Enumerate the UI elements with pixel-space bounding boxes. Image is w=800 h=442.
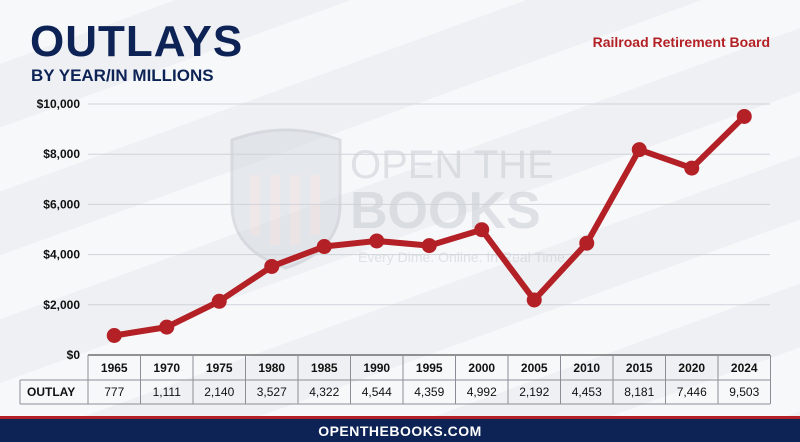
table-cell-value: 777 (104, 385, 124, 399)
x-tick-label: 1995 (416, 361, 443, 375)
y-tick-label: $4,000 (43, 248, 80, 262)
data-table: OUTLAY 1965 777 1970 1,111 1975 2,140 1980 3,527… (19, 355, 771, 405)
table-cell-value: 4,544 (362, 385, 392, 399)
watermark-tagline: Every Dime. Online. In Real Time. (358, 249, 569, 265)
table-cell-value: 4,322 (309, 385, 339, 399)
table-cell-value: 4,359 (414, 385, 444, 399)
y-tick-label: $2,000 (43, 298, 80, 312)
x-tick-label: 2024 (731, 361, 758, 375)
agency-name: Railroad Retirement Board (592, 34, 770, 50)
watermark: OPEN THE BOOKS Every Dime. Online. In Re… (230, 128, 569, 270)
table-cell-value: 1,111 (153, 385, 182, 399)
table-cell-value: 4,992 (467, 385, 497, 399)
chart-subtitle: BY YEAR/IN MILLIONS (31, 66, 214, 85)
y-axis: $0 $2,000 $4,000 $6,000 $8,000 $10,000 (37, 97, 81, 362)
x-tick-label: 2020 (678, 361, 705, 375)
table-cell-value: 8,181 (624, 385, 654, 399)
data-point (474, 222, 490, 238)
shield-stripe (270, 175, 280, 245)
series-outlays (106, 108, 752, 343)
table-cell-value: 2,140 (204, 385, 234, 399)
data-point (159, 319, 175, 335)
data-point (316, 239, 332, 255)
shield-stripe (290, 175, 300, 245)
table-cell-value: 3,527 (257, 385, 287, 399)
shield-stripe (250, 175, 260, 235)
x-tick-label: 1990 (363, 361, 390, 375)
y-tick-label: $0 (67, 348, 81, 362)
gridlines (88, 103, 770, 356)
footer-site-link[interactable]: OPENTHEBOOKS.COM (318, 422, 482, 439)
x-tick-label: 2015 (626, 361, 653, 375)
x-tick-label: 2000 (468, 361, 495, 375)
x-tick-label: 1980 (258, 361, 285, 375)
shield-stripe (310, 175, 320, 235)
data-point (211, 293, 227, 309)
x-tick-label: 1985 (311, 361, 338, 375)
background (0, 0, 800, 416)
x-tick-label: 1965 (101, 361, 128, 375)
data-point (421, 238, 437, 254)
data-point (736, 108, 752, 124)
y-tick-label: $6,000 (43, 197, 80, 211)
data-point (369, 233, 385, 249)
data-point (631, 142, 647, 158)
y-tick-label: $8,000 (43, 147, 80, 161)
watermark-line2: BOOKS (350, 182, 541, 240)
data-point (684, 160, 700, 176)
x-tick-label: 2010 (573, 361, 600, 375)
table-cell-value: 2,192 (519, 385, 549, 399)
table-row-label: OUTLAY (27, 385, 75, 399)
line-chart: OPEN THE BOOKS Every Dime. Online. In Re… (19, 97, 771, 405)
data-point (579, 235, 595, 251)
x-tick-label: 1975 (206, 361, 233, 375)
table-cell-value: 9,503 (729, 385, 759, 399)
chart-title: OUTLAYS (30, 17, 244, 66)
data-point (106, 327, 122, 343)
table-cell-value: 4,453 (572, 385, 602, 399)
data-point (264, 258, 280, 274)
x-tick-label: 1970 (153, 361, 180, 375)
data-point (526, 292, 542, 308)
table-cell-value: 7,446 (677, 385, 707, 399)
watermark-line1: OPEN THE (350, 143, 554, 187)
footer-bar: OPENTHEBOOKS.COM (0, 416, 800, 442)
x-tick-label: 2005 (521, 361, 548, 375)
y-tick-label: $10,000 (37, 97, 81, 111)
